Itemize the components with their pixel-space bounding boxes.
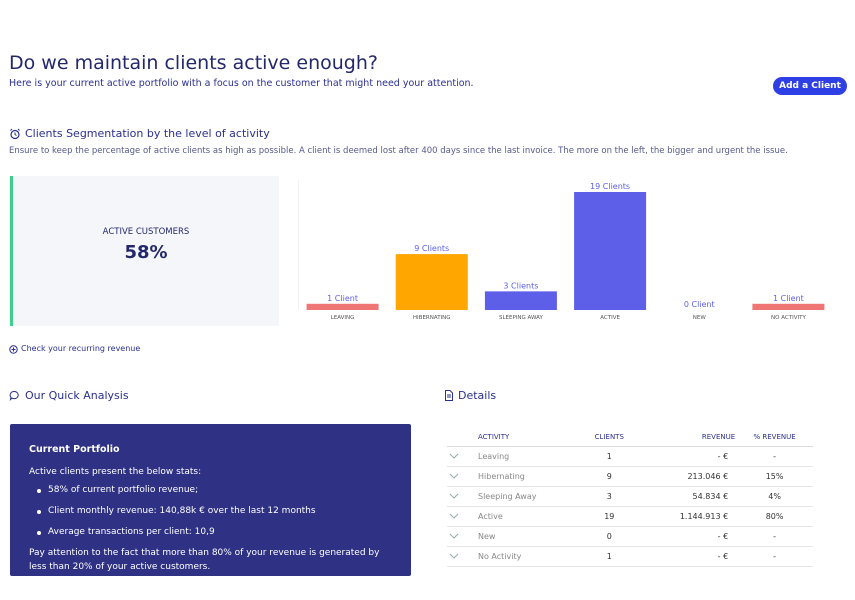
analysis-card: Current Portfolio Active clients present…	[10, 424, 411, 576]
table-row[interactable]: Active 19 1.144.913 €80%	[447, 506, 813, 527]
kpi-card: ACTIVE CUSTOMERS 58%	[10, 176, 279, 326]
chevron-icon[interactable]	[448, 552, 460, 560]
revenue-link[interactable]: Check your recurring revenue	[21, 344, 141, 353]
table-cell: 80%	[736, 506, 813, 527]
value-label: 0 Client	[684, 300, 715, 309]
value-label: 19 Clients	[590, 182, 630, 191]
bar	[306, 303, 379, 310]
bar	[484, 291, 557, 310]
x-tick-label: SLEEPING AWAY	[499, 315, 544, 321]
bar-chart: 1 Client LEAVING 9 Clients HIBERNATING 3 Cli…	[298, 180, 825, 321]
table-cell: - €	[636, 546, 737, 567]
table-cell: Sleeping Away	[477, 486, 583, 507]
table-cell: 15%	[736, 466, 813, 487]
header-cell	[447, 428, 477, 447]
table-body: Leaving 1- € - Hibernating 9 213.046 €15% Slee…	[447, 446, 813, 567]
subtitle: Here is your current active portfolio wi…	[9, 78, 474, 89]
bullet-item: Client monthly revenue: 140,88k € over t…	[48, 506, 316, 516]
chevron-icon[interactable]	[448, 532, 460, 540]
details-title: Details	[458, 389, 497, 402]
table-row[interactable]: Hibernating 9 213.046 €15%	[447, 466, 813, 487]
section-description: Ensure to keep the percentage of active …	[9, 146, 788, 156]
table-cell: 19	[582, 506, 637, 527]
chevron-icon[interactable]	[448, 512, 460, 520]
header-cell: ACTIVITY	[477, 428, 583, 447]
doc-icon	[445, 390, 453, 401]
x-tick-label: NO ACTIVITY	[771, 315, 806, 321]
value-label: 9 Clients	[414, 244, 449, 253]
card-intro: Active clients present the below stats:	[29, 467, 202, 477]
table-cell: New	[477, 526, 583, 547]
table-cell: 54.834 €	[636, 486, 737, 507]
bar	[752, 303, 825, 310]
card-note: Pay attention to the fact that more than…	[29, 548, 380, 572]
chat-icon	[9, 391, 19, 401]
chevron-icon[interactable]	[448, 472, 460, 480]
card-title: Current Portfolio	[29, 444, 120, 455]
expand-cell	[447, 526, 477, 547]
table-cell: Active	[477, 506, 583, 527]
expand-cell	[447, 466, 477, 487]
table-cell: -	[736, 526, 813, 547]
expand-cell	[447, 546, 477, 567]
plus-icon	[9, 345, 18, 354]
chevron-icon[interactable]	[448, 452, 460, 460]
value-label: 1 Client	[327, 294, 358, 303]
header-cell: REVENUE	[636, 428, 737, 447]
bullet-item: 58% of current portfolio revenue;	[48, 485, 199, 495]
table-cell: Hibernating	[477, 466, 583, 487]
table-cell: 4%	[736, 486, 813, 507]
table-cell: 1	[582, 446, 637, 467]
expand-cell	[447, 506, 477, 527]
table-cell: -	[736, 546, 813, 567]
x-tick-label: ACTIVE	[600, 315, 620, 321]
table-cell: - €	[636, 526, 737, 547]
bullet-dot	[37, 531, 41, 535]
table-cell: No Activity	[477, 546, 583, 567]
bar	[395, 254, 468, 310]
bullet-dot	[37, 489, 41, 493]
table-cell: 213.046 €	[636, 466, 737, 487]
table-cell: Leaving	[477, 446, 583, 467]
table-cell: 0	[582, 526, 637, 547]
section-title: Clients Segmentation by the level of act…	[25, 127, 270, 140]
bullet-dot	[37, 510, 41, 514]
x-tick-label: LEAVING	[331, 315, 355, 321]
table-cell: 1.144.913 €	[636, 506, 737, 527]
table-cell: 3	[582, 486, 637, 507]
x-tick-label: NEW	[693, 315, 707, 321]
page-title: Do we maintain clients active enough?	[9, 52, 378, 74]
header-cell: % REVENUE	[736, 428, 813, 447]
value-label: 3 Clients	[503, 281, 538, 290]
table-cell: -	[736, 446, 813, 467]
chevron-icon[interactable]	[448, 492, 460, 500]
kpi-label: ACTIVE CUSTOMERS	[102, 227, 190, 237]
table-row[interactable]: New 0- € -	[447, 526, 813, 547]
table-cell: 9	[582, 466, 637, 487]
table-row[interactable]: Leaving 1- € -	[447, 446, 813, 467]
table-row[interactable]: Sleeping Away 3 54.834 €4%	[447, 486, 813, 507]
value-label: 1 Client	[773, 294, 804, 303]
table-row[interactable]: No Activity 1- € -	[447, 546, 813, 567]
analysis-title: Our Quick Analysis	[25, 389, 129, 402]
table-cell: 1	[582, 546, 637, 567]
add-client-button[interactable]: Add a Client	[773, 77, 847, 95]
table-header: ACTIVITY CLIENTS REVENUE% REVENUE	[447, 428, 813, 447]
bar	[574, 192, 647, 310]
header-cell: CLIENTS	[582, 428, 637, 447]
expand-cell	[447, 446, 477, 467]
bullet-item: Average transactions per client: 10,9	[48, 527, 215, 537]
alarm-icon	[10, 128, 20, 140]
expand-cell	[447, 486, 477, 507]
table-cell: - €	[636, 446, 737, 467]
x-tick-label: HIBERNATING	[413, 315, 451, 321]
kpi-value: 58%	[124, 242, 168, 263]
details-table: ACTIVITY CLIENTS REVENUE% REVENUE Leaving 1…	[447, 428, 813, 567]
